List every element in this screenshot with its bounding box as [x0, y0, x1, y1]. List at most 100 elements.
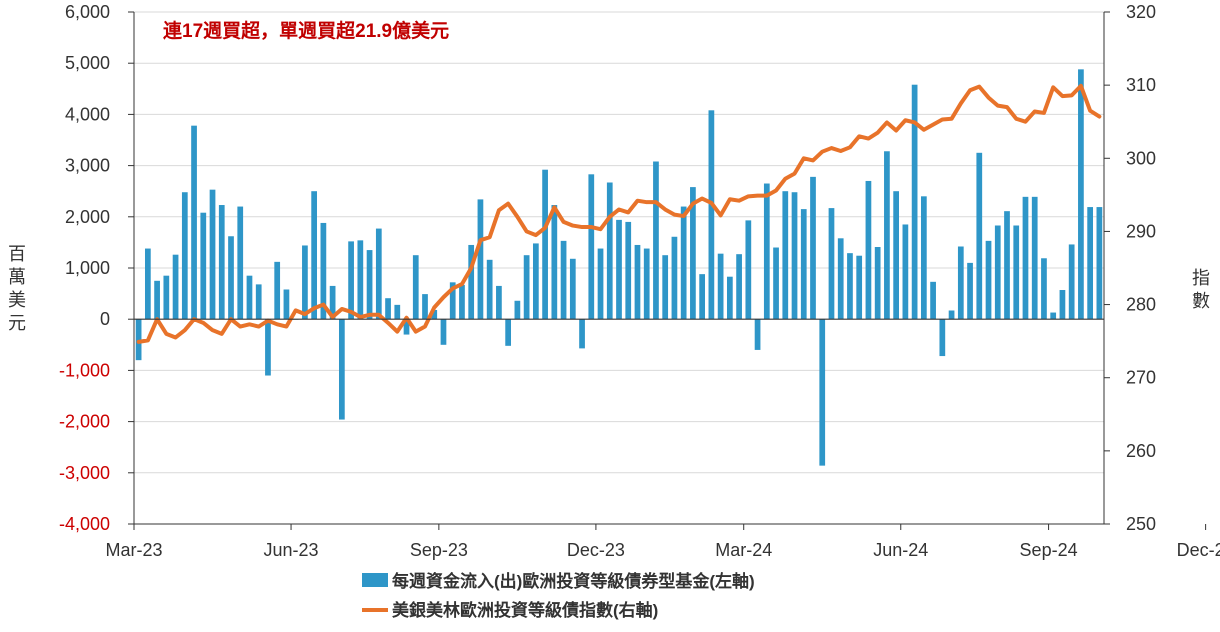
left-tick-label: 0: [100, 309, 110, 329]
bar: [994, 225, 1001, 320]
bar: [1068, 244, 1075, 320]
bar: [348, 241, 354, 320]
index-line: [136, 83, 1102, 344]
left-tick-label: -2,000: [59, 412, 110, 432]
bar: [246, 275, 253, 320]
bar: [828, 208, 835, 320]
bar: [782, 191, 789, 320]
bar: [551, 205, 558, 320]
bar: [163, 275, 170, 320]
x-tick-label: Jun-24: [873, 540, 928, 560]
bar: [431, 309, 438, 320]
bar: [708, 110, 715, 320]
bar: [690, 187, 696, 320]
bar: [671, 236, 678, 320]
bar: [357, 240, 364, 320]
axes: -4,000 -3,000 -2,000 -1,000 0 1,000 2,000 3,000…: [59, 2, 1220, 560]
bar: [505, 319, 512, 346]
bar: [985, 240, 992, 320]
bar: [144, 248, 151, 320]
bar: [643, 248, 650, 320]
bar: [717, 253, 724, 320]
bar: [375, 228, 382, 320]
bar: [837, 238, 844, 320]
left-tick-label: 5,000: [65, 53, 110, 73]
legend-bar-swatch: [362, 573, 388, 587]
bar: [237, 206, 244, 320]
bar: [976, 152, 983, 320]
left-tick-label: 4,000: [65, 104, 110, 124]
bar: [302, 245, 308, 320]
x-tick-label: Jun-23: [264, 540, 319, 560]
bar: [754, 319, 761, 350]
x-tick-label: Dec-23: [567, 540, 625, 560]
bar: [579, 319, 585, 349]
bar: [902, 224, 909, 320]
right-axis-title: 指數: [1192, 268, 1210, 311]
right-tick-label: 250: [1126, 514, 1156, 534]
bar: [930, 281, 936, 320]
bar: [477, 199, 484, 320]
legend-line-label: 美銀美林歐洲投資等級債指數(右軸): [392, 600, 658, 620]
bar: [911, 84, 918, 320]
bar: [422, 294, 428, 320]
bar: [560, 240, 567, 320]
bar: [773, 247, 779, 320]
bar: [412, 255, 419, 320]
bar: [884, 151, 890, 320]
bar-series: [135, 69, 1103, 466]
bar: [745, 220, 752, 320]
bar: [468, 244, 475, 320]
bar: [403, 319, 410, 335]
bar: [255, 284, 262, 320]
bar: [920, 196, 927, 320]
bar: [569, 258, 576, 320]
bar: [385, 298, 391, 320]
bar: [588, 174, 595, 320]
bar: [865, 180, 872, 320]
bar: [726, 276, 733, 320]
bar: [939, 319, 946, 357]
bar: [893, 191, 900, 320]
right-tick-label: 280: [1126, 295, 1156, 315]
bar: [847, 253, 853, 320]
bar: [800, 209, 807, 320]
bar: [135, 319, 142, 361]
legend: 每週資金流入(出)歐洲投資等級債券型基金(左軸) 美銀美林歐洲投資等級債指數(右…: [362, 571, 755, 620]
bar: [1004, 211, 1010, 320]
bar: [625, 221, 632, 320]
bar: [606, 182, 613, 320]
bar: [228, 236, 234, 320]
bar: [329, 285, 336, 320]
bar: [181, 192, 188, 320]
left-axis-title: 百萬美元: [8, 244, 26, 333]
bar: [209, 189, 216, 320]
bar: [967, 262, 973, 320]
bar: [496, 285, 502, 320]
bar: [699, 274, 706, 320]
bar: [191, 125, 197, 320]
right-tick-label: 320: [1126, 2, 1156, 22]
bar: [532, 243, 539, 320]
bar: [616, 219, 622, 320]
bar: [440, 319, 447, 345]
bar: [265, 319, 271, 376]
bar: [1078, 69, 1084, 320]
bar: [1013, 225, 1020, 320]
left-tick-label: 2,000: [65, 207, 110, 227]
bar: [957, 246, 964, 320]
left-tick-label: -3,000: [59, 463, 110, 483]
bar: [274, 261, 281, 320]
bar: [680, 206, 687, 320]
right-tick-label: 260: [1126, 441, 1156, 461]
bar: [172, 254, 179, 320]
bar: [523, 255, 530, 320]
bar: [338, 319, 345, 420]
right-tick-label: 300: [1126, 148, 1156, 168]
bar: [459, 284, 465, 320]
x-tick-label: Dec-24: [1177, 540, 1220, 560]
bar: [394, 304, 401, 320]
bar: [653, 161, 659, 320]
right-tick-label: 290: [1126, 221, 1156, 241]
bar: [200, 212, 207, 320]
